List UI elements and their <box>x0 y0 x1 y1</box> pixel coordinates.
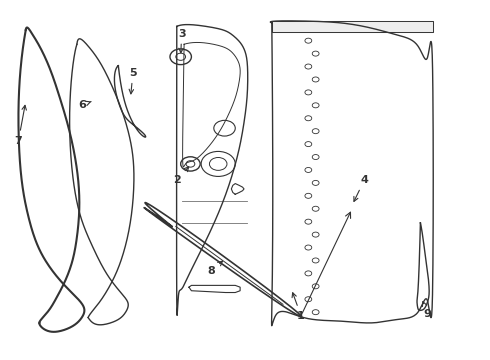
Text: 7: 7 <box>15 105 26 146</box>
Text: 9: 9 <box>422 302 432 319</box>
Text: 4: 4 <box>354 175 368 201</box>
Polygon shape <box>272 21 433 32</box>
Text: 8: 8 <box>207 261 222 276</box>
Text: 3: 3 <box>178 28 186 53</box>
Text: 2: 2 <box>173 167 189 185</box>
Text: 6: 6 <box>78 100 91 110</box>
Text: 1: 1 <box>292 293 305 321</box>
Text: 5: 5 <box>129 68 137 94</box>
